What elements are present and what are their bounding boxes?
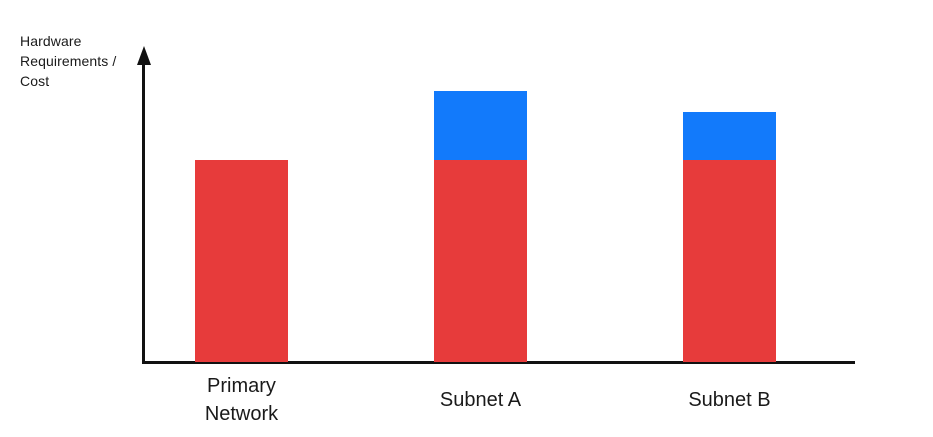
blue-additional-segment-subnet-b	[683, 112, 776, 160]
y-axis-arrowhead-icon	[136, 46, 151, 65]
red-base-segment-primary-network	[195, 160, 288, 362]
category-label-subnet-a: Subnet A	[439, 389, 522, 411]
blue-additional-segment-subnet-a	[434, 91, 527, 160]
bar-subnet-b	[683, 112, 776, 362]
red-base-segment-subnet-a	[434, 160, 527, 362]
y-axis-label: Hardware Requirements / Cost	[20, 33, 117, 89]
category-label-subnet-b: Subnet B	[688, 389, 771, 411]
bar-primary-network	[195, 160, 288, 362]
bar-subnet-a	[434, 91, 527, 362]
x-axis-labels: Primary Network Subnet A Subnet B	[143, 371, 856, 431]
y-axis-line	[142, 60, 145, 362]
x-axis-line	[142, 361, 855, 364]
category-label-primary-network: Primary Network	[204, 375, 279, 425]
plot-area	[143, 0, 856, 362]
red-base-segment-subnet-b	[683, 160, 776, 362]
